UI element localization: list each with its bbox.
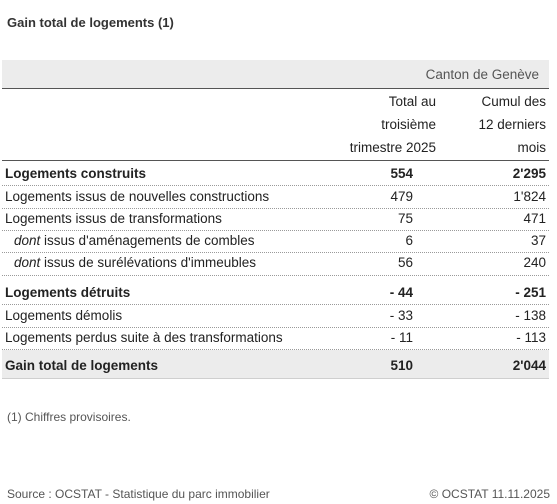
- row-value-cumulative: - 251: [515, 285, 546, 300]
- row-label: Logements perdus suite à des transformat…: [5, 330, 283, 345]
- header-bottom-rule: [2, 160, 549, 161]
- row-label: Gain total de logements: [5, 358, 159, 373]
- row-value-quarter: 510: [390, 358, 413, 373]
- column-header-cumulative-line2: 12 derniers: [478, 117, 546, 132]
- row-value-cumulative: 2'295: [512, 166, 546, 181]
- row-label-text: issus de surélévations d'immeubles: [44, 255, 256, 270]
- row-value-quarter: 479: [390, 189, 413, 204]
- row-label: Logements détruits: [5, 285, 131, 300]
- row-label: dont issus de surélévations d'immeubles: [5, 255, 256, 270]
- copyright-text: © OCSTAT 11.11.2025: [429, 487, 550, 501]
- row-divider: [2, 304, 549, 305]
- row-value-cumulative: 240: [523, 255, 546, 270]
- table-title: Gain total de logements (1): [7, 15, 174, 30]
- column-header-quarter-line2: troisième: [381, 117, 436, 132]
- row-value-cumulative: - 138: [515, 308, 546, 323]
- row-prefix: dont: [14, 233, 41, 248]
- column-header-cumulative-line1: Cumul des: [481, 94, 546, 109]
- row-divider: [2, 327, 549, 328]
- row-label: Logements démolis: [5, 308, 123, 323]
- column-header-quarter-line1: Total au: [388, 94, 436, 109]
- table-row: Logements issus de nouvelles constructio…: [2, 186, 549, 208]
- table-row: Logements construits 554 2'295: [2, 163, 549, 185]
- column-header-cumulative: Cumul des 12 derniers mois: [478, 90, 546, 159]
- table-row: Logements détruits - 44 - 251: [2, 282, 549, 304]
- row-divider: [2, 349, 549, 350]
- row-label-text: issus d'aménagements de combles: [44, 233, 255, 248]
- row-value-cumulative: 471: [523, 211, 546, 226]
- column-header-quarter: Total au troisième trimestre 2025: [350, 90, 436, 159]
- table-row: Logements perdus suite à des transformat…: [2, 327, 549, 349]
- row-label: Logements issus de nouvelles constructio…: [5, 189, 270, 204]
- row-divider: [2, 208, 549, 209]
- row-value-cumulative: 1'824: [513, 189, 546, 204]
- row-label: Logements construits: [5, 166, 147, 181]
- table-row: Logements issus de transformations 75 47…: [2, 208, 549, 230]
- column-header-quarter-line3: trimestre 2025: [349, 140, 436, 155]
- row-value-quarter: - 44: [389, 285, 413, 300]
- row-value-quarter: - 11: [390, 330, 413, 345]
- row-label: dont issus d'aménagements de combles: [5, 233, 254, 248]
- column-header-cumulative-line3: mois: [517, 140, 546, 155]
- row-label: Logements issus de transformations: [5, 211, 222, 226]
- row-value-quarter: 75: [397, 211, 413, 226]
- row-value-cumulative: 37: [530, 233, 546, 248]
- row-prefix: dont: [14, 255, 41, 270]
- table-row: dont issus de surélévations d'immeubles …: [2, 252, 549, 274]
- table-bottom-rule: [2, 378, 549, 379]
- row-value-cumulative: - 113: [516, 330, 546, 345]
- row-divider: [2, 185, 549, 186]
- row-value-quarter: 56: [397, 255, 413, 270]
- footnote: (1) Chiffres provisoires.: [7, 410, 131, 424]
- header-top-rule: [2, 88, 549, 89]
- row-divider: [2, 275, 549, 276]
- table-row-total: Gain total de logements 510 2'044: [2, 350, 549, 378]
- row-divider: [2, 252, 549, 253]
- table-row: dont issus d'aménagements de combles 6 3…: [2, 230, 549, 252]
- table-row: Logements démolis - 33 - 138: [2, 305, 549, 327]
- row-divider: [2, 230, 549, 231]
- source-text: Source : OCSTAT - Statistique du parc im…: [7, 487, 270, 501]
- row-value-quarter: - 33: [389, 308, 413, 323]
- region-header: Canton de Genève: [2, 60, 549, 88]
- row-value-quarter: 6: [405, 233, 413, 248]
- row-value-quarter: 554: [390, 166, 413, 181]
- region-label: Canton de Genève: [425, 67, 539, 82]
- row-value-cumulative: 2'044: [512, 358, 546, 373]
